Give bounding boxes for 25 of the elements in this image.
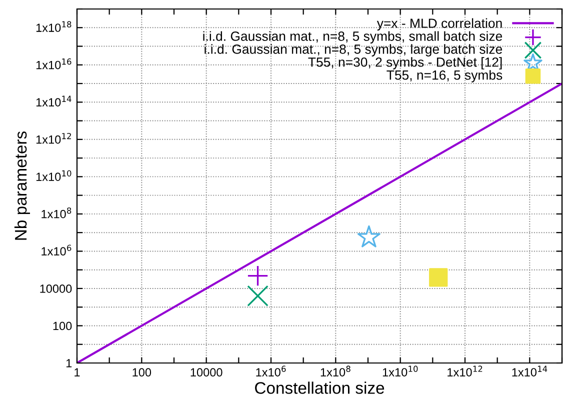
x-tick-label: 10000 xyxy=(190,368,222,377)
y-tick-label: 1x10$^{8}$ xyxy=(42,207,72,218)
y-tick-label: 1x10$^{12}$ xyxy=(36,132,71,144)
x-axis-title: Constellation size xyxy=(255,382,384,394)
legend-label: T55, n=16, 5 symbs xyxy=(386,70,502,82)
y-tick-label: 1x10$^{18}$ xyxy=(36,21,72,32)
y-tick-label: 1x10$^{6}$ xyxy=(42,244,72,256)
x-tick-label: 1x10$^{14}$ xyxy=(512,366,548,376)
legend-label: i.i.d. Gaussian mat., n=8, 5 symbs, small batch size xyxy=(203,31,502,44)
legend-label: y=x - MLD correlation xyxy=(376,18,502,31)
x-tick-label: 1x10$^{10}$ xyxy=(382,366,418,376)
y-tick-label: 100 xyxy=(53,322,72,330)
y-axis-title: Nb parameters xyxy=(14,131,30,240)
y-tick-label: 10000 xyxy=(40,284,72,293)
y-tick-label: 1x10$^{14}$ xyxy=(36,96,72,106)
x-tick-label: 1x10$^{12}$ xyxy=(448,366,482,376)
y-tick-label: 1 xyxy=(66,359,72,368)
y-tick-label: 1x10$^{16}$ xyxy=(36,58,72,70)
x-tick-label: 1 xyxy=(74,368,80,376)
legend-label: i.i.d. Gaussian mat., n=8, 5 symbs, large batch size xyxy=(204,44,502,56)
y-tick-label: 1x10$^{10}$ xyxy=(36,170,72,181)
legend-label: T55, n=30, 2 symbs - DetNet [12] xyxy=(308,57,502,70)
x-tick-label: 1x10$^{6}$ xyxy=(256,366,286,376)
x-tick-label: 100 xyxy=(132,368,152,377)
x-tick-label: 1x10$^{8}$ xyxy=(320,366,350,376)
